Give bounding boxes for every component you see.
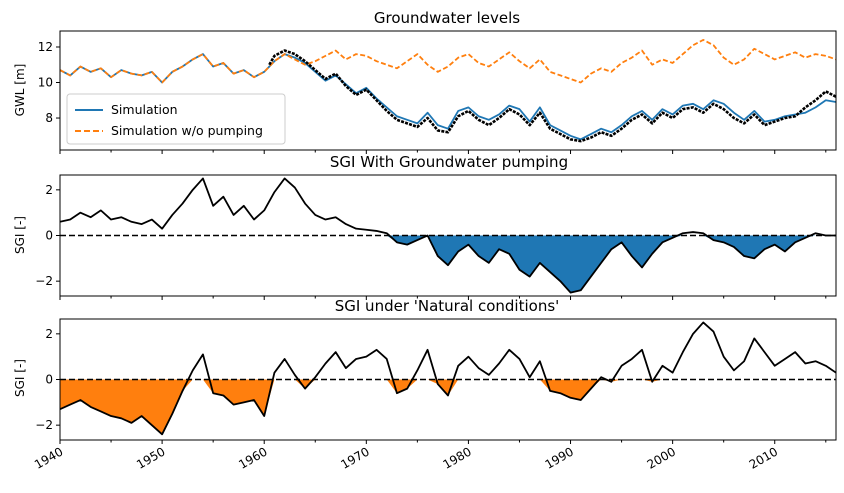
axes-frame [59, 30, 837, 151]
y-tick-label: 10 [38, 76, 53, 90]
legend: Simulation Simulation w/o pumping [66, 93, 286, 145]
y-tick-labels: 8 10 12 [38, 40, 53, 125]
y-tick-label: 8 [45, 111, 53, 125]
panel-title: SGI With Groundwater pumping [330, 153, 568, 171]
observation-line [268, 49, 836, 143]
y-tick-label: 0 [45, 373, 53, 387]
y-tick-label: 2 [45, 327, 53, 341]
legend-label-no-pumping: Simulation w/o pumping [111, 123, 263, 138]
sgi-pumping-panel: SGI With Groundwater pumping SGI [-] −2 … [13, 153, 837, 300]
plot-area [56, 318, 837, 444]
panel-title: Groundwater levels [374, 9, 520, 27]
groundwater-levels-panel: Groundwater levels GWL [m] 8 10 12 Simul… [13, 9, 837, 154]
y-axis-label: SGI [-] [13, 359, 27, 397]
y-tick-label: −2 [35, 274, 53, 288]
panel-title: SGI under 'Natural conditions' [335, 297, 560, 315]
y-axis-label: SGI [-] [13, 216, 27, 254]
plot-area [56, 174, 837, 300]
sgi-negative-fill [60, 379, 836, 435]
y-tick-label: 0 [45, 229, 53, 243]
y-tick-label: 12 [38, 40, 53, 54]
sgi-line [60, 177, 836, 294]
y-tick-label: −2 [35, 418, 53, 432]
y-tick-labels: −2 0 2 [35, 327, 53, 432]
simulation-no-pumping-line [60, 38, 836, 84]
legend-label-simulation: Simulation [111, 102, 178, 117]
y-tick-label: 2 [45, 183, 53, 197]
y-axis-label: GWL [m] [13, 64, 27, 117]
y-tick-labels: −2 0 2 [35, 183, 53, 288]
plot-area [56, 30, 837, 154]
sgi-line [60, 321, 836, 436]
